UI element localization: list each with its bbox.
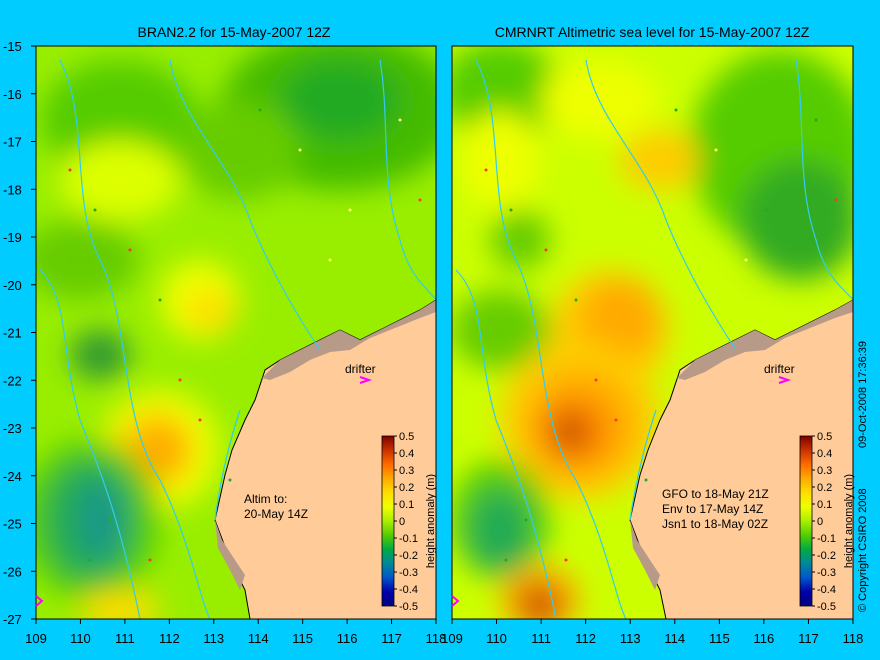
lat-tick-label: -23 [3, 421, 22, 436]
left-panel-title: BRAN2.2 for 15-May-2007 12Z [138, 24, 331, 40]
right-drifter-label: drifter [764, 362, 795, 376]
colorbar-tick-label: 0.4 [399, 448, 414, 460]
left-note-line-2: 20-May 14Z [244, 507, 308, 521]
lat-tick-label: -26 [3, 564, 22, 579]
latitude-axis: -15 -16 -17 -18 -19 -20 -21 -22 -23 -24 -25 -26 -27 [3, 39, 36, 627]
colorbar-tick-label: 0.2 [399, 482, 414, 494]
lon-tick-label: 115 [292, 631, 313, 646]
colorbar-tick-label: -0.2 [817, 550, 836, 562]
lon-tick-label: 116 [754, 631, 775, 646]
lat-tick-label: -25 [3, 517, 22, 532]
lat-tick-label: -18 [3, 182, 22, 197]
colorbar-tick-label: -0.3 [399, 567, 418, 579]
colorbar-tick-label: -0.2 [399, 550, 418, 562]
lon-tick-label: 112 [575, 631, 596, 646]
colorbar-tick-label: -0.1 [399, 533, 418, 545]
lon-tick-label: 110 [70, 631, 91, 646]
lon-tick-label: 113 [203, 631, 224, 646]
lat-tick-label: -22 [3, 373, 22, 388]
lon-tick-label: 114 [664, 631, 685, 646]
lon-tick-label: 113 [620, 631, 641, 646]
right-map-frame [451, 45, 854, 620]
right-longitude-axis: 109 110 111 112 113 114 115 116 117 118 [441, 619, 863, 646]
lon-tick-label: 111 [115, 631, 135, 646]
right-bathymetry-contours [455, 59, 853, 619]
lon-tick-label: 118 [843, 631, 864, 646]
colorbar-tick-label: 0.1 [817, 499, 832, 511]
colorbar-tick-label: 0.2 [817, 482, 832, 494]
right-note-line-2: Env to 17-May 14Z [662, 502, 763, 516]
colorbar-tick-label: -0.1 [817, 533, 836, 545]
right-drifter-markers [484, 108, 838, 562]
left-map-panel: drifter Altim to: 20-May 14Z [35, 45, 437, 620]
colorbar-tick-label: 0 [817, 516, 823, 528]
colorbar-tick-label: 0.3 [399, 465, 414, 477]
right-drifter-arrow-icon [778, 376, 792, 384]
right-note-line-1: GFO to 18-May 21Z [662, 487, 769, 501]
lat-tick-label: -15 [3, 39, 22, 54]
lat-tick-label: -21 [3, 326, 22, 341]
lon-tick-label: 114 [248, 631, 269, 646]
copyright-text: © Copyright CSIRO 2008 [857, 488, 869, 612]
lat-tick-label: -27 [3, 612, 22, 627]
left-colorbar: 0.5 0.4 0.3 0.2 0.1 0 -0.1 -0.2 -0.3 -0.4 -0.5 heig… [381, 431, 437, 613]
left-bathymetry-contours [39, 59, 436, 619]
right-edge-drifter-arrow-icon [451, 595, 460, 607]
lat-tick-label: -20 [3, 278, 22, 293]
lat-tick-label: -24 [3, 469, 22, 484]
right-shelf-edge [677, 300, 853, 380]
colorbar-tick-label: -0.5 [399, 601, 418, 613]
colorbar-scale [381, 435, 395, 607]
lon-tick-label: 117 [381, 631, 402, 646]
left-longitude-axis: 109 110 111 112 113 114 115 116 117 118 [25, 619, 446, 646]
lon-tick-label: 115 [709, 631, 730, 646]
left-drifter-markers [68, 108, 422, 562]
left-edge-drifter-arrow-icon [35, 595, 44, 607]
lon-tick-label: 116 [337, 631, 358, 646]
colorbar-tick-label: -0.4 [817, 584, 836, 596]
left-anomaly-field [36, 46, 436, 619]
colorbar-tick-label: 0 [399, 516, 405, 528]
left-shelf-edge [262, 300, 436, 380]
colorbar-tick-label: 0.3 [817, 465, 832, 477]
lat-tick-label: -16 [3, 87, 22, 102]
lon-tick-label: 110 [486, 631, 507, 646]
colorbar-label: height anomaly (m) [843, 474, 855, 568]
right-colorbar: 0.5 0.4 0.3 0.2 0.1 0 -0.1 -0.2 -0.3 -0.4 -0.5 heig… [799, 431, 855, 613]
lon-tick-label: 109 [441, 631, 463, 646]
right-note-line-3: Jsn1 to 18-May 02Z [662, 517, 768, 531]
right-shelf-edge-south [630, 520, 660, 590]
colorbar-tick-label: 0.5 [817, 431, 832, 443]
left-shelf-edge-south [215, 520, 245, 590]
right-map-panel: drifter GFO to 18-May 21Z Env to 17-May … [451, 45, 854, 620]
colorbar-tick-label: -0.5 [817, 601, 836, 613]
lon-tick-label: 111 [531, 631, 551, 646]
colorbar-tick-label: -0.4 [399, 584, 418, 596]
lon-tick-label: 109 [25, 631, 47, 646]
lat-tick-label: -17 [3, 135, 22, 150]
colorbar-tick-label: -0.3 [817, 567, 836, 579]
left-note-line-1: Altim to: [244, 492, 287, 506]
lon-tick-label: 117 [798, 631, 819, 646]
timestamp-text: 09-Oct-2008 17:36:39 [857, 341, 869, 448]
lon-tick-label: 118 [426, 631, 447, 646]
colorbar-label: height anomaly (m) [425, 474, 437, 568]
colorbar-tick-label: 0.5 [399, 431, 414, 443]
right-anomaly-field [452, 46, 853, 619]
right-panel-title: CMRNRT Altimetric sea level for 15-May-2… [495, 24, 810, 40]
colorbar-tick-label: 0.4 [817, 448, 832, 460]
lon-tick-label: 112 [159, 631, 180, 646]
lat-tick-label: -19 [3, 230, 22, 245]
left-drifter-arrow-icon [359, 376, 373, 384]
left-drifter-label: drifter [345, 362, 376, 376]
colorbar-tick-label: 0.1 [399, 499, 414, 511]
colorbar-scale [799, 435, 813, 607]
